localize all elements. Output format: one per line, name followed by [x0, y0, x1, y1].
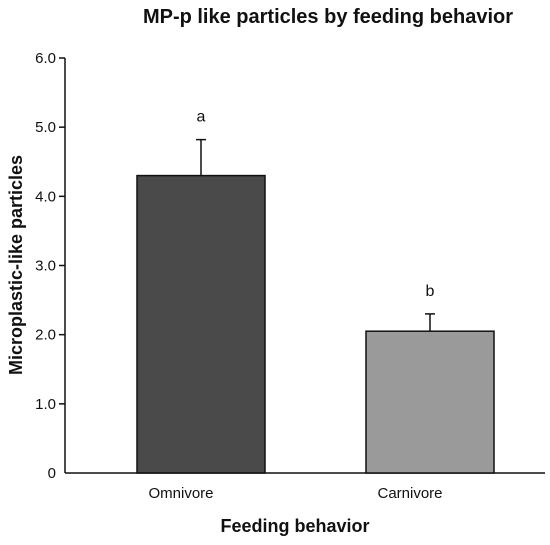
y-tick-label: 0: [48, 465, 56, 482]
bar-omnivore: [136, 174, 266, 474]
bar-carnivore: [365, 330, 495, 474]
significance-labels-group: ab: [197, 109, 435, 300]
y-tick-label: 2.0: [35, 327, 56, 344]
y-tick-label: 5.0: [35, 119, 56, 136]
y-axis-title: Microplastic-like particles: [6, 155, 26, 375]
y-axis: 0 1.0 2.0 3.0 4.0 5.0 6.0: [35, 50, 66, 482]
bars-group: [136, 174, 495, 474]
y-tick-label: 1.0: [35, 396, 56, 413]
y-tick-label: 6.0: [35, 50, 56, 67]
category-label-carnivore: Carnivore: [377, 485, 442, 502]
category-labels-group: Omnivore Carnivore: [148, 485, 442, 502]
category-label-omnivore: Omnivore: [148, 485, 213, 502]
x-axis-title: Feeding behavior: [220, 516, 369, 536]
error-bars-group: [196, 138, 435, 332]
significance-label-carnivore: b: [426, 283, 435, 300]
chart-title: MP-p like particles by feeding behavior: [143, 6, 513, 28]
y-tick-label: 3.0: [35, 258, 56, 275]
y-tick-label: 4.0: [35, 188, 56, 205]
significance-label-omnivore: a: [197, 109, 206, 126]
